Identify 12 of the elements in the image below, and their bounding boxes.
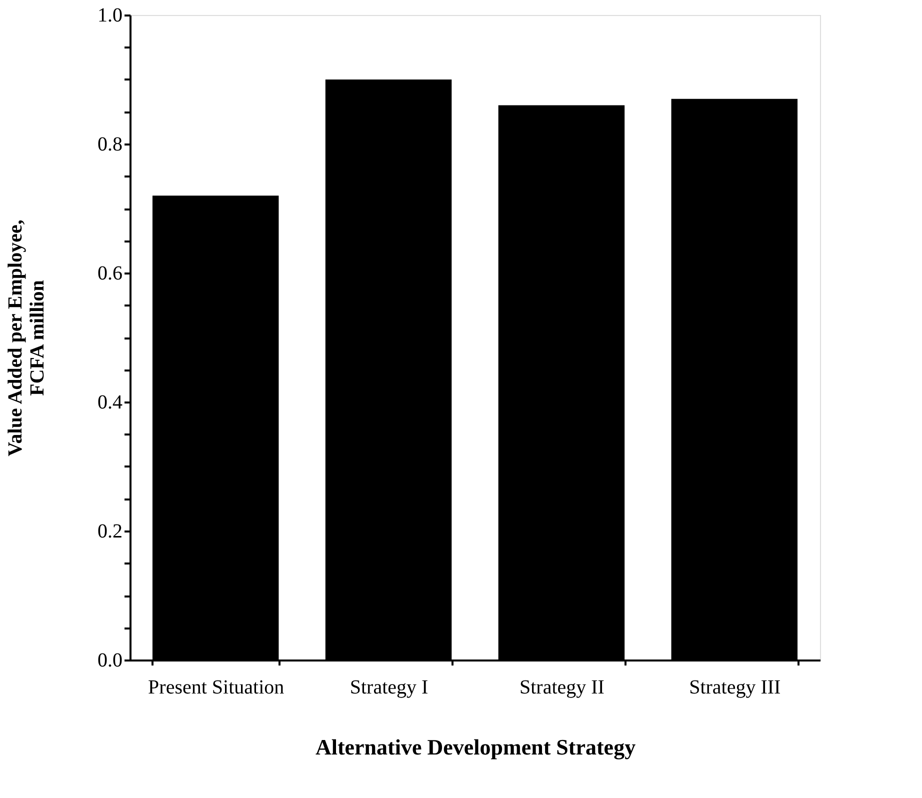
y-tick-label: 0.8 — [98, 134, 122, 156]
x-tick-label: Strategy III — [689, 676, 781, 698]
x-tick-label: Strategy I — [350, 676, 428, 698]
x-axis-title: Alternative Development Strategy — [315, 734, 636, 760]
y-tick-label: 0.6 — [98, 262, 122, 284]
y-tick-label: 0.0 — [98, 650, 122, 672]
y-axis-title: Value Added per Employee, FCFA million — [4, 220, 48, 456]
y-tick-label: 0.4 — [98, 392, 122, 414]
x-tick-label: Strategy II — [519, 676, 604, 698]
y-tick-label: 0.2 — [98, 520, 122, 542]
y-tick-label: 1.0 — [98, 4, 122, 26]
x-tick-label: Present Situation — [148, 676, 284, 698]
